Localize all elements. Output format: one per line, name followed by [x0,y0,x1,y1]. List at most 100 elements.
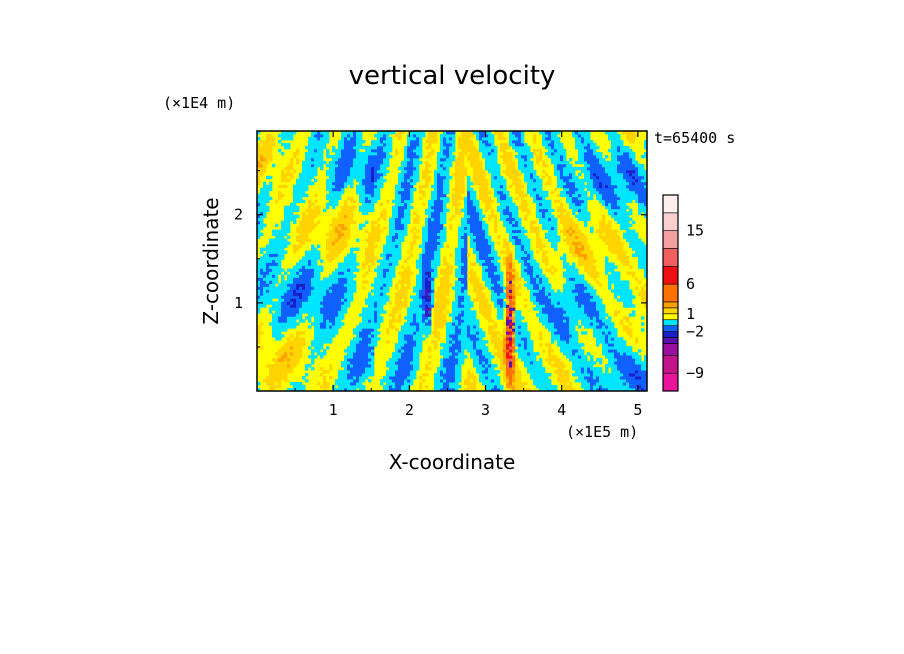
field-cell [401,334,405,338]
field-cell [383,247,387,251]
field-cell [404,289,408,293]
field-cell [440,292,444,296]
field-cell [608,229,612,234]
field-cell [395,352,399,356]
field-cell [602,319,606,323]
field-cell [563,283,567,287]
field-cell [602,340,606,344]
field-cell [434,226,438,231]
field-cell [413,358,417,362]
field-cell [449,328,453,332]
field-cell [461,313,465,317]
field-cell [578,304,582,308]
field-cell [569,340,573,344]
field-cell [620,337,624,341]
field-cell [575,298,579,302]
field-cell [272,286,276,290]
field-cell [269,364,273,368]
field-cell [257,280,261,284]
field-cell [263,292,267,296]
velocity-field [257,131,647,391]
field-cell [515,340,519,344]
field-cell [515,364,519,368]
field-cell [524,331,528,335]
field-cell [473,343,477,347]
field-cell [485,283,489,287]
field-cell [575,250,579,254]
field-cell [464,388,468,391]
field-cell [395,244,399,248]
field-cell [347,253,351,257]
field-cell [473,319,477,323]
field-cell [371,352,375,356]
field-cell [335,286,339,290]
field-cell [299,235,303,239]
field-cell [317,301,321,305]
field-cell [497,340,501,344]
field-cell [320,328,324,332]
field-cell [350,271,354,275]
field-cell [626,382,630,386]
field-cell [452,376,456,380]
field-cell [338,313,342,317]
field-cell [590,265,594,269]
field-cell [404,352,408,356]
field-cell [602,328,606,332]
field-cell [581,373,585,377]
field-cell [392,238,396,242]
field-cell [617,346,621,350]
field-cell [266,298,270,302]
field-cell [581,379,585,383]
field-cell [374,313,378,317]
field-cell [443,379,447,383]
field-cell [485,367,489,371]
field-cell [431,289,435,293]
field-cell [284,361,288,365]
field-cell [635,373,639,377]
field-cell [404,322,408,326]
field-cell [275,325,279,329]
field-cell [350,370,354,374]
field-cell [434,271,438,275]
field-cell [644,283,647,287]
field-cell [479,232,483,236]
field-cell [353,265,357,269]
field-cell [308,259,312,263]
field-cell [437,331,441,335]
field-cell [269,382,273,386]
field-cell [545,232,549,236]
field-cell [341,388,345,391]
field-cell [557,322,561,326]
field-cell [485,376,489,380]
field-cell [464,238,468,242]
field-cell [455,283,459,287]
field-cell [428,346,432,350]
field-cell [572,262,576,266]
field-cell [491,283,495,287]
field-cell [512,268,516,272]
field-cell [299,259,303,263]
field-cell [356,247,360,251]
field-cell [278,298,282,302]
field-cell [515,271,519,275]
field-cell [509,223,513,228]
field-cell [545,325,549,329]
field-cell [287,358,291,362]
field-cell [467,232,471,236]
field-cell [476,289,480,293]
field-cell [470,301,474,305]
field-cell [431,340,435,344]
field-cell [626,376,630,380]
field-cell [395,328,399,332]
field-cell [554,328,558,332]
field-cell [419,331,423,335]
field-cell [608,364,612,368]
field-cell [524,325,528,329]
field-cell [383,274,387,278]
field-cell [467,337,471,341]
field-cell [440,325,444,329]
field-cell [482,367,486,371]
field-cell [620,250,624,254]
field-cell [299,340,303,344]
field-cell [326,322,330,326]
